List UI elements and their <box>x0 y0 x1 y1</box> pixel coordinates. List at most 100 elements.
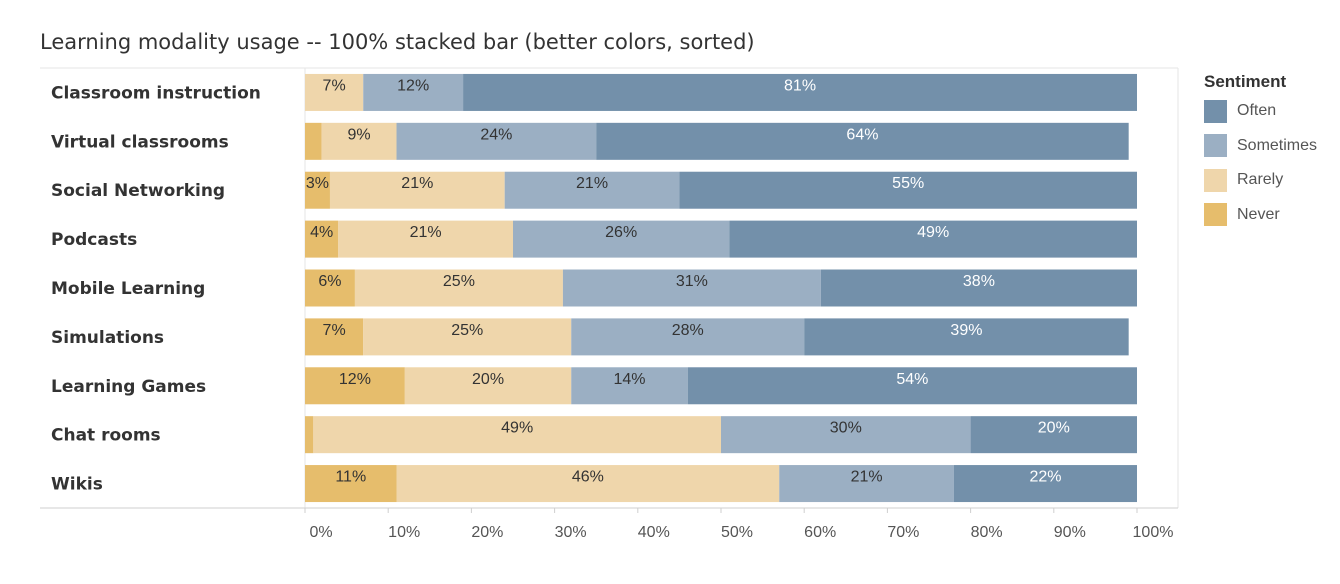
data-label: 7% <box>323 322 346 339</box>
data-label: 55% <box>892 175 924 192</box>
x-tick-label: 40% <box>638 524 670 541</box>
bar-segment-never <box>305 367 405 405</box>
bar-segment-never <box>305 318 364 356</box>
legend-swatch <box>1204 134 1227 158</box>
data-label: 22% <box>1029 469 1061 486</box>
x-tick-label: 20% <box>471 524 503 541</box>
bar-segment-rarely <box>305 73 364 111</box>
legend-items: Often Sometimes Rarely Never <box>1204 94 1317 232</box>
category-label: Learning Games <box>51 377 206 397</box>
chart-title: Learning modality usage -- 100% stacked … <box>40 30 755 54</box>
data-label: 20% <box>1038 420 1070 437</box>
bar-segment-rarely <box>354 269 563 307</box>
legend-item-often: Often <box>1204 94 1317 129</box>
data-label: 54% <box>896 371 928 388</box>
data-label: 21% <box>410 224 442 241</box>
legend-swatch <box>1204 203 1227 227</box>
data-label: 26% <box>605 224 637 241</box>
data-label: 25% <box>451 322 483 339</box>
bar-segment-sometimes <box>779 465 954 503</box>
x-tick-label: 0% <box>309 524 332 541</box>
data-label: 12% <box>397 77 429 94</box>
bar-segment-sometimes <box>504 171 680 209</box>
legend-title: Sentiment <box>1204 72 1287 91</box>
bar-segment-sometimes <box>571 367 688 405</box>
x-tick-label: 100% <box>1133 524 1174 541</box>
data-label: 64% <box>846 126 878 143</box>
bar-segment-never <box>305 465 397 503</box>
category-label: Podcasts <box>51 230 137 250</box>
data-label: 14% <box>613 371 645 388</box>
bar-segment-often <box>687 367 1137 405</box>
category-label: Chat rooms <box>51 426 161 446</box>
bar-segment-often <box>596 122 1129 160</box>
bar-segment-often <box>804 318 1129 356</box>
bar-segment-rarely <box>338 220 513 258</box>
bar-segment-rarely <box>396 465 780 503</box>
bar-segment-rarely <box>329 171 505 209</box>
data-label: 30% <box>830 420 862 437</box>
category-label: Wikis <box>51 475 103 495</box>
bar-segment-never <box>305 122 322 160</box>
legend-label: Never <box>1237 205 1280 223</box>
bar-segment-sometimes <box>562 269 821 307</box>
bar-segment-rarely <box>363 318 572 356</box>
legend: Sentiment Often Sometimes Rarely Never <box>1204 72 1317 232</box>
data-label: 49% <box>917 224 949 241</box>
data-label: 25% <box>443 273 475 290</box>
bar-segment-rarely <box>313 416 721 454</box>
bar-segment-sometimes <box>721 416 971 454</box>
bar-segment-never <box>305 171 330 209</box>
data-label: 9% <box>348 126 371 143</box>
data-label: 4% <box>310 224 333 241</box>
bar-segment-sometimes <box>396 122 597 160</box>
bar-segment-often <box>970 416 1137 454</box>
bar-segment-often <box>820 269 1137 307</box>
bar-segment-often <box>953 465 1137 503</box>
legend-swatch <box>1204 168 1227 192</box>
data-label: 12% <box>339 371 371 388</box>
category-label: Classroom instruction <box>51 83 261 103</box>
data-label: 3% <box>306 175 329 192</box>
legend-label: Sometimes <box>1237 136 1318 154</box>
bar-segment-never <box>305 416 314 454</box>
legend-swatch <box>1204 99 1227 123</box>
bar-segment-often <box>679 171 1137 209</box>
bar-segment-often <box>463 73 1138 111</box>
data-label: 11% <box>335 469 366 486</box>
bar-segment-never <box>305 220 339 258</box>
x-tick-label: 50% <box>721 524 753 541</box>
bar-segment-sometimes <box>363 73 464 111</box>
x-tick-label: 10% <box>388 524 420 541</box>
data-label: 31% <box>676 273 708 290</box>
data-label: 39% <box>950 322 982 339</box>
data-label: 24% <box>480 126 512 143</box>
x-tick-label: 80% <box>971 524 1003 541</box>
legend-item-sometimes: Sometimes <box>1204 129 1317 164</box>
data-label: 7% <box>323 77 346 94</box>
x-tick-label: 30% <box>555 524 587 541</box>
data-label: 6% <box>318 273 341 290</box>
bar-segment-rarely <box>404 367 572 405</box>
data-label: 20% <box>472 371 504 388</box>
legend-label: Often <box>1237 102 1277 120</box>
category-label: Simulations <box>51 328 164 348</box>
bar-segment-never <box>305 269 355 307</box>
data-label: 49% <box>501 420 533 437</box>
bar-segment-rarely <box>321 122 397 160</box>
legend-item-rarely: Rarely <box>1204 163 1317 198</box>
category-label: Virtual classrooms <box>51 132 229 152</box>
data-label: 21% <box>401 175 433 192</box>
data-label: 38% <box>963 273 995 290</box>
x-tick-label: 70% <box>887 524 919 541</box>
x-tick-label: 60% <box>804 524 836 541</box>
data-label: 46% <box>572 469 604 486</box>
data-label: 81% <box>784 77 816 94</box>
category-label: Mobile Learning <box>51 279 205 299</box>
category-label: Social Networking <box>51 181 225 201</box>
x-tick-label: 90% <box>1054 524 1086 541</box>
data-label: 28% <box>672 322 704 339</box>
data-label: 21% <box>851 469 883 486</box>
legend-label: Rarely <box>1237 171 1284 189</box>
bar-segment-often <box>729 220 1137 258</box>
